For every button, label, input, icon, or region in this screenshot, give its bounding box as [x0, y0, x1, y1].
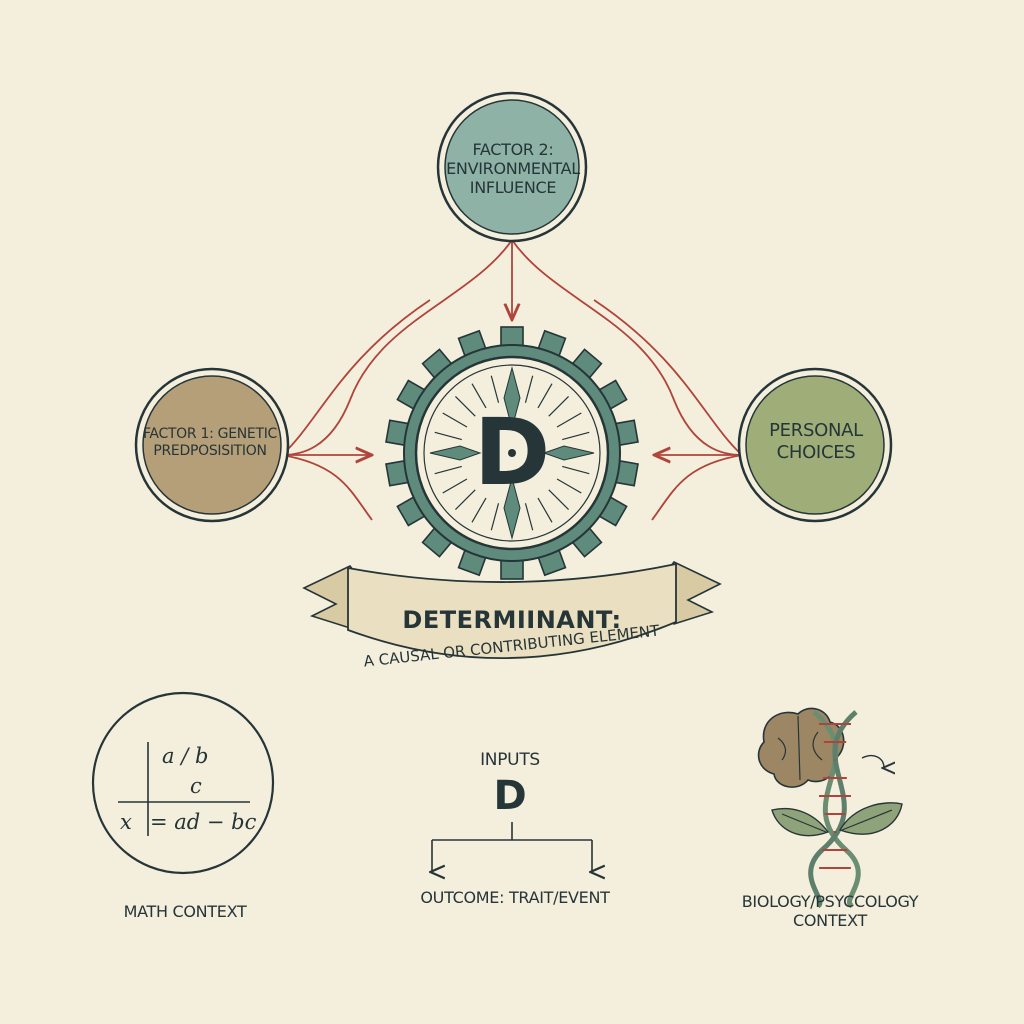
curve-left-lower	[281, 454, 373, 521]
central-gear: D	[385, 326, 639, 580]
compass-ray	[562, 431, 590, 441]
curve-left-upper	[281, 299, 431, 456]
banner-title: DETERMIINANT:	[402, 606, 621, 634]
compass-ray	[442, 478, 468, 494]
connector-arrows	[284, 240, 740, 455]
factor1-label-line1: FACTOR 1: GENETIC	[142, 426, 278, 442]
personal-choices-node	[737, 367, 893, 523]
compass-ray	[490, 503, 500, 531]
compass-ray	[490, 375, 500, 403]
compass-ray	[537, 383, 553, 409]
math-context-circle	[91, 691, 275, 875]
curve-right-upper	[593, 299, 743, 456]
biology-context-label: BIOLOGY/PSYCCOLOGY CONTEXT	[741, 892, 919, 931]
curved-arrow-icon	[861, 754, 884, 768]
biology-illustration	[757, 707, 903, 909]
compass-ray	[548, 489, 569, 510]
math-expression-c: c	[190, 774, 202, 798]
compass-ray	[537, 497, 553, 523]
connector-curves	[281, 239, 743, 521]
compass-ray	[455, 489, 476, 510]
compass-ray	[442, 412, 468, 428]
factor2-node	[436, 91, 588, 243]
personal-choices-label: PERSONAL CHOICES	[769, 420, 863, 463]
math-expression-ab: a / b	[162, 744, 209, 768]
compass-ray	[556, 478, 582, 494]
dna-helix-icon	[808, 710, 861, 909]
factor2-label: FACTOR 2: ENVIRONMENTAL INFLUENCE	[446, 140, 580, 198]
inputs-label: INPUTS	[480, 750, 540, 770]
brain-icon	[757, 707, 845, 788]
math-expression-result: = ad − bc	[150, 810, 257, 834]
factor1-node	[134, 367, 290, 523]
compass-ray	[434, 465, 462, 475]
compass-ray	[434, 431, 462, 441]
curve-right-lower	[651, 454, 743, 521]
curve-top-left	[281, 239, 513, 456]
compass-ray	[471, 383, 487, 409]
compass-ray	[562, 465, 590, 475]
compass-ray	[524, 503, 534, 531]
factor1-label: FACTOR 1: GENETIC PREDPOSISITION	[130, 426, 290, 460]
compass-ray	[524, 375, 534, 403]
factor1-label-line2: PREDPOSISITION	[153, 442, 267, 459]
flow-connector	[432, 822, 592, 872]
math-context-label: MATH CONTEXT	[123, 902, 247, 921]
compass-ray	[556, 412, 582, 428]
curve-top-right	[511, 239, 743, 456]
flow-letter: D	[493, 773, 527, 819]
math-expression-x: x	[120, 810, 132, 834]
compass-ray	[471, 497, 487, 523]
outcome-label: OUTCOME: TRAIT/EVENT	[420, 888, 610, 907]
leaf-icon	[771, 802, 903, 837]
compass-ray	[548, 396, 569, 417]
compass-ray	[455, 396, 476, 417]
